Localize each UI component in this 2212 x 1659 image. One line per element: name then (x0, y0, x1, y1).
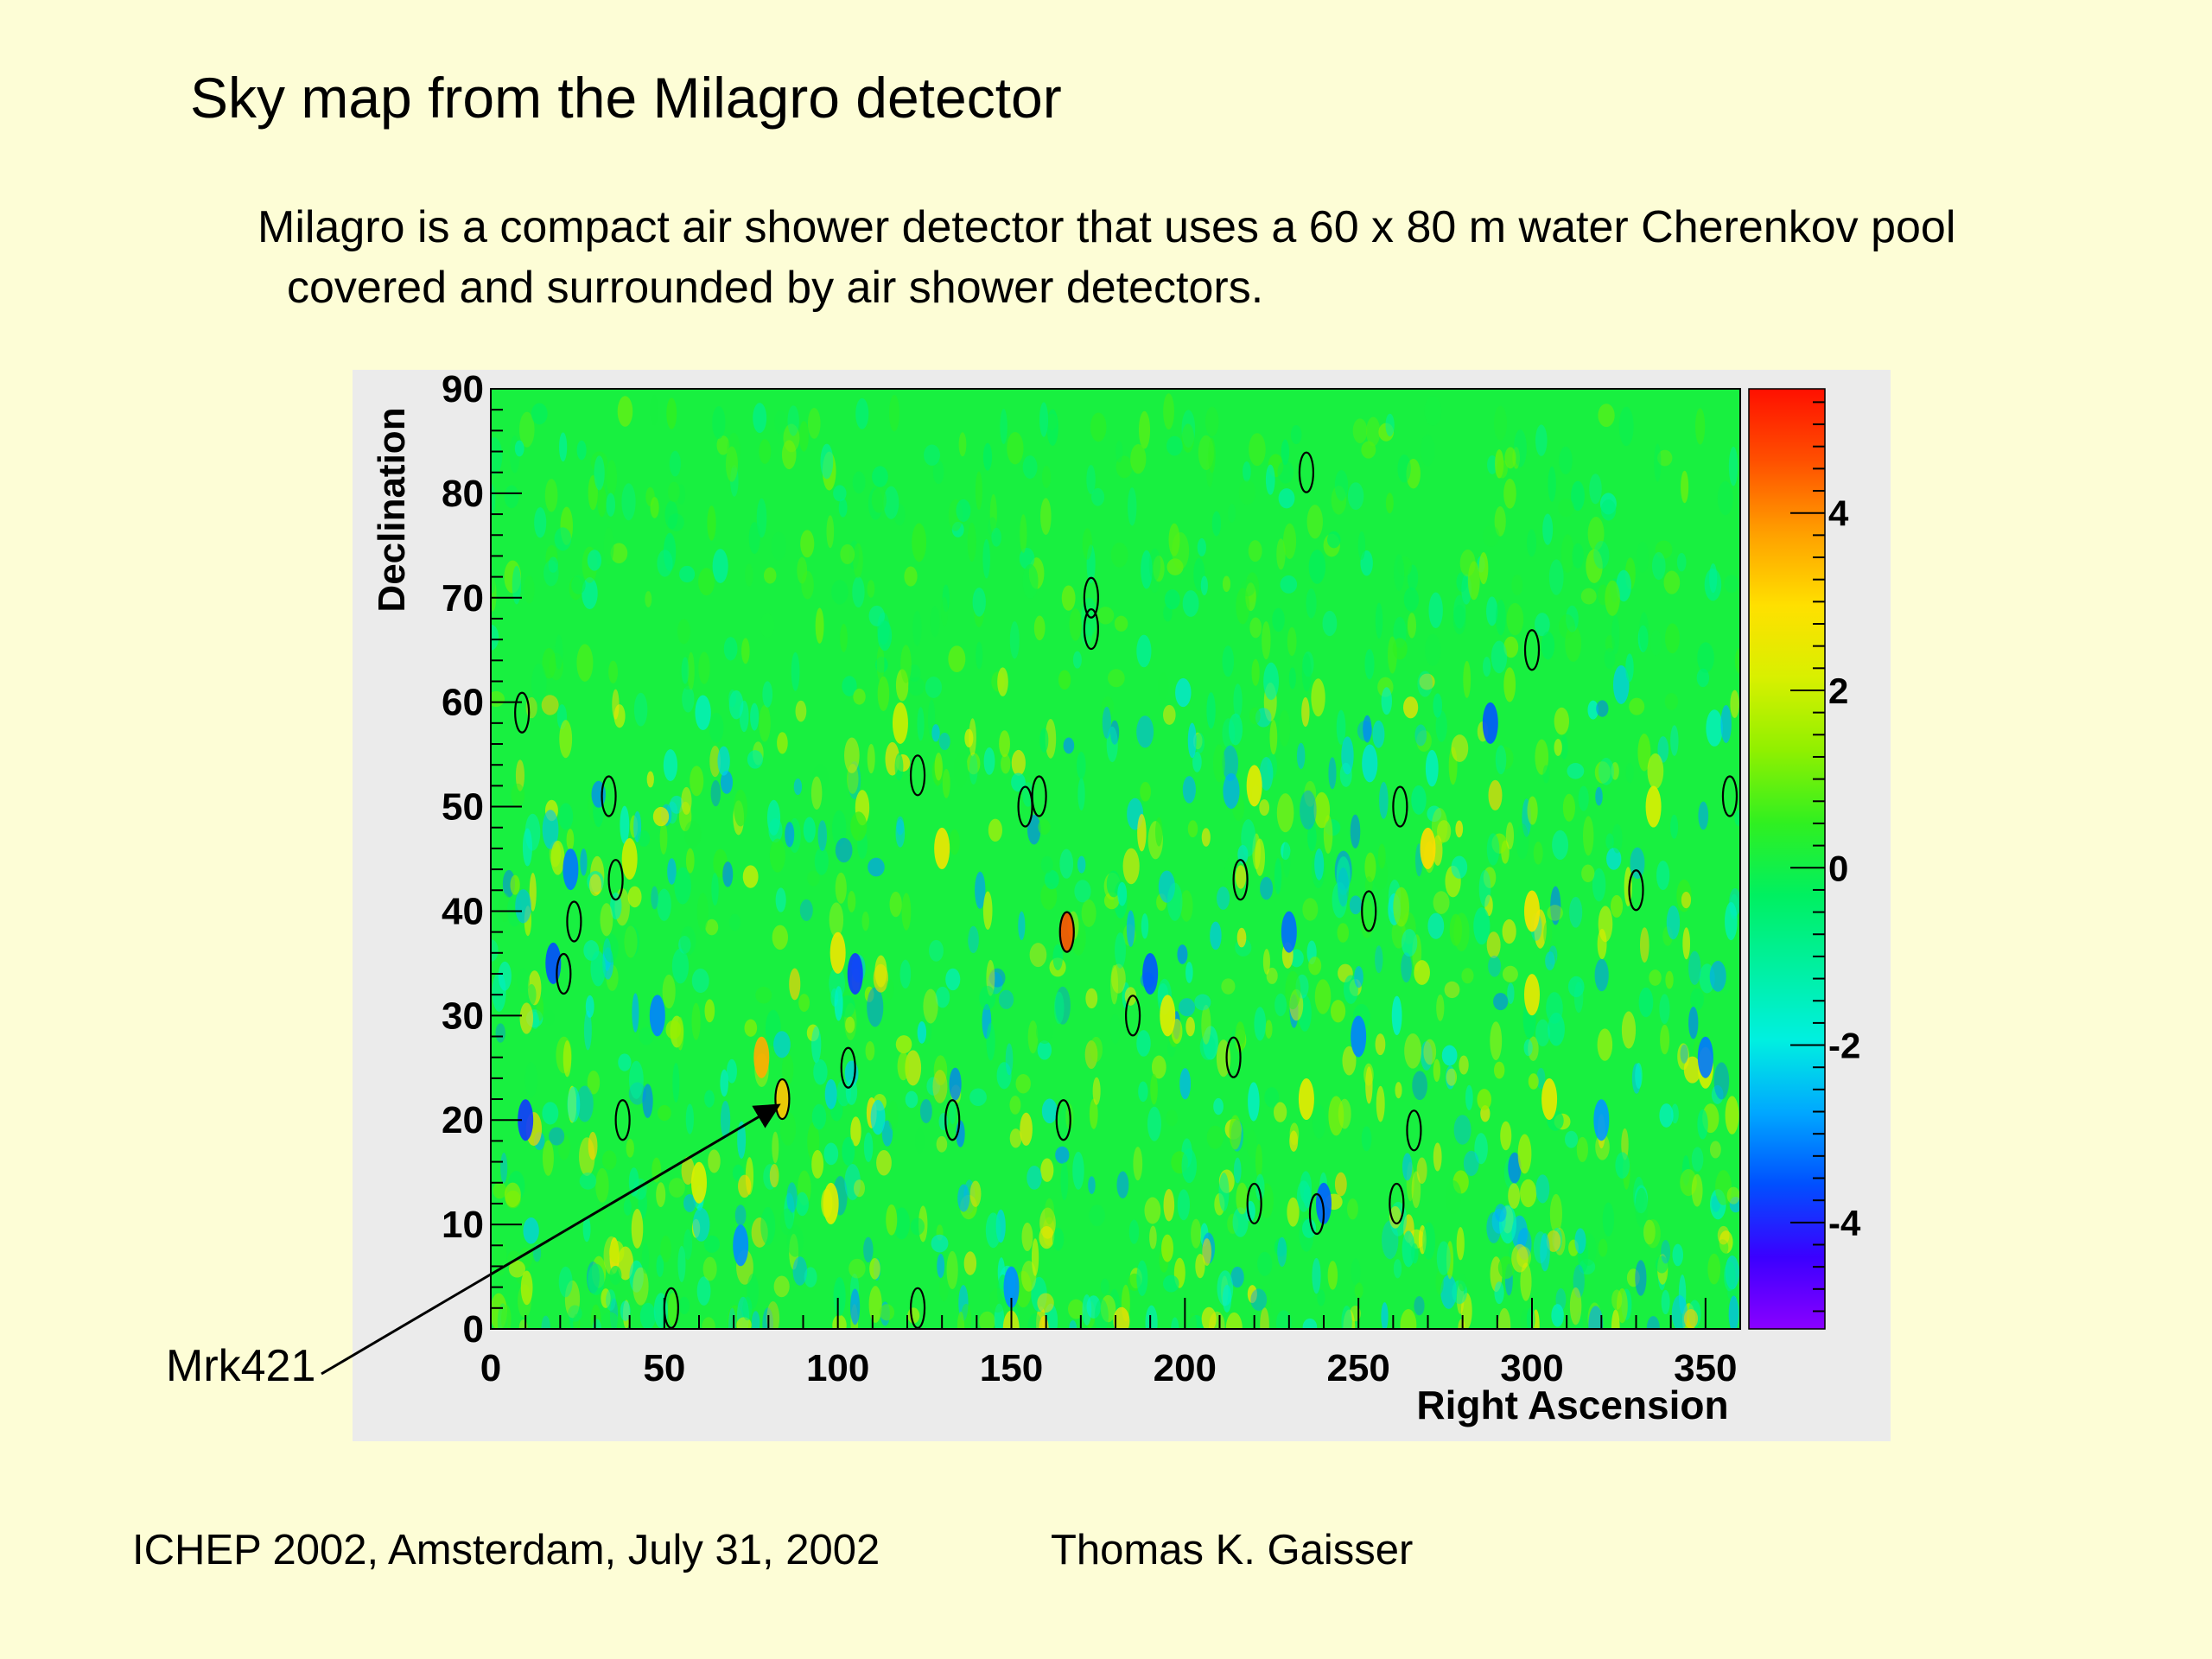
source-circle-14 (1083, 607, 1099, 651)
y-tick-label: 10 (442, 1204, 484, 1246)
source-circle-29 (1628, 869, 1644, 912)
mrk421-arrow (321, 1103, 781, 1376)
hotspot-11 (823, 1182, 839, 1224)
footer-author: Thomas K. Gaisser (1051, 1527, 1414, 1573)
source-circle-1 (601, 775, 617, 817)
source-circle-15 (1055, 1099, 1071, 1141)
hotspot-20 (847, 952, 863, 995)
y-tick-label: 0 (463, 1308, 484, 1351)
hotspot-16 (1645, 785, 1662, 828)
hotspot-30 (1593, 1099, 1610, 1141)
colorbar-gradient (1748, 388, 1826, 1330)
source-circle-4 (556, 952, 572, 995)
x-tick-label: 0 (480, 1347, 501, 1389)
source-circle-26 (1389, 1182, 1405, 1225)
hotspot-25 (1697, 1036, 1713, 1078)
hotspot-29 (1351, 1015, 1367, 1058)
source-circle-24 (1361, 890, 1377, 932)
colorbar-tick-label: 4 (1828, 493, 1849, 534)
hotspot-15 (621, 838, 638, 880)
source-circle-30 (1721, 775, 1738, 817)
hotspot-18 (518, 1099, 534, 1141)
x-tick-label: 300 (1500, 1347, 1563, 1389)
slide-title: Sky map from the Milagro detector (190, 66, 1062, 130)
hotspot-6 (934, 827, 950, 869)
x-tick-label: 350 (1674, 1347, 1737, 1389)
x-tick-label: 50 (643, 1347, 685, 1389)
hotspot-23 (563, 849, 579, 891)
heatmap-area (491, 389, 1740, 1329)
y-tick-label: 60 (442, 682, 484, 724)
hotspot-4 (1524, 890, 1540, 932)
source-circle-3 (566, 900, 582, 943)
y-tick-label: 90 (442, 368, 484, 410)
hotspot-2 (1058, 911, 1075, 953)
heatmap-noise (491, 393, 1740, 1329)
source-circle-20 (1232, 859, 1249, 901)
slide-description: Milagro is a compact air shower detector… (257, 197, 2176, 318)
y-tick-label: 40 (442, 890, 484, 932)
y-tick-label: 30 (442, 995, 484, 1037)
hotspot-8 (1524, 974, 1540, 1016)
source-circle-25 (1392, 785, 1408, 828)
hotspot-1 (753, 1036, 770, 1078)
y-tick-label: 80 (442, 473, 484, 515)
description-line-2: covered and surrounded by air shower det… (287, 263, 1264, 313)
colorbar-tick-label: 2 (1828, 671, 1848, 711)
source-circle-17 (909, 1287, 926, 1329)
footer-conference: ICHEP 2002, Amsterdam, July 31, 2002 (132, 1527, 880, 1573)
hotspot-22 (1281, 911, 1297, 953)
source-circle-2 (607, 859, 624, 901)
axes: Declination Right Ascension 0 10 20 30 40 50 6… (371, 368, 1741, 1427)
source-circle-19 (1225, 1036, 1242, 1078)
y-tick-label: 50 (442, 786, 484, 829)
source-circle-13 (1083, 576, 1099, 619)
source-circle-16 (944, 1099, 961, 1141)
hotspot-12 (691, 1161, 707, 1204)
hotspot-21 (1142, 952, 1159, 995)
x-tick-label: 100 (806, 1347, 869, 1389)
x-tick-label: 150 (980, 1347, 1043, 1389)
source-circle-0 (514, 691, 531, 734)
x-tick-label: 200 (1154, 1347, 1217, 1389)
colorbar-tick-label: -4 (1828, 1203, 1861, 1243)
y-tick-label: 20 (442, 1099, 484, 1141)
x-axis-label: Right Ascension (1416, 1382, 1728, 1427)
y-tick-label: 70 (442, 577, 484, 620)
source-circle-23 (1298, 451, 1315, 493)
description-line-1: Milagro is a compact air shower detector… (257, 202, 1956, 252)
source-circle-21 (1246, 1182, 1262, 1225)
hotspot-27 (1316, 1182, 1332, 1224)
source-circle-22 (1308, 1192, 1325, 1236)
colorbar: 4 2 0 -2 -4 (1748, 388, 1861, 1330)
source-circle-8 (840, 1046, 856, 1089)
source-circle-5 (614, 1099, 631, 1141)
hotspot-3 (1420, 827, 1436, 869)
source-circle-10 (1017, 785, 1033, 828)
source-circle-11 (1031, 775, 1047, 817)
hotspot-9 (1298, 1078, 1314, 1121)
hotspot-13 (1160, 995, 1176, 1037)
hotspot-5 (830, 931, 846, 974)
mrk421-label: Mrk421 (166, 1341, 316, 1391)
source-circle-18 (1124, 995, 1141, 1037)
source-circle-27 (1406, 1109, 1422, 1152)
source-circle-12 (1058, 911, 1075, 953)
source-circle-7 (774, 1077, 791, 1121)
hotspot-26 (1482, 702, 1498, 744)
source-circle-9 (909, 754, 926, 797)
colorbar-tick-label: -2 (1828, 1026, 1860, 1066)
hotspot-17 (892, 702, 908, 744)
x-tick-label: 250 (1326, 1347, 1389, 1389)
hotspot-10 (1541, 1078, 1558, 1121)
y-axis-label: Declination (371, 407, 413, 612)
source-circle-28 (1523, 629, 1541, 671)
hotspot-31 (649, 995, 665, 1037)
hotspot-24 (733, 1224, 749, 1267)
hotspot-7 (1246, 765, 1262, 807)
source-circles (514, 451, 1738, 1329)
colorbar-tick-label: 0 (1828, 848, 1848, 888)
hotspot-28 (1003, 1266, 1020, 1308)
